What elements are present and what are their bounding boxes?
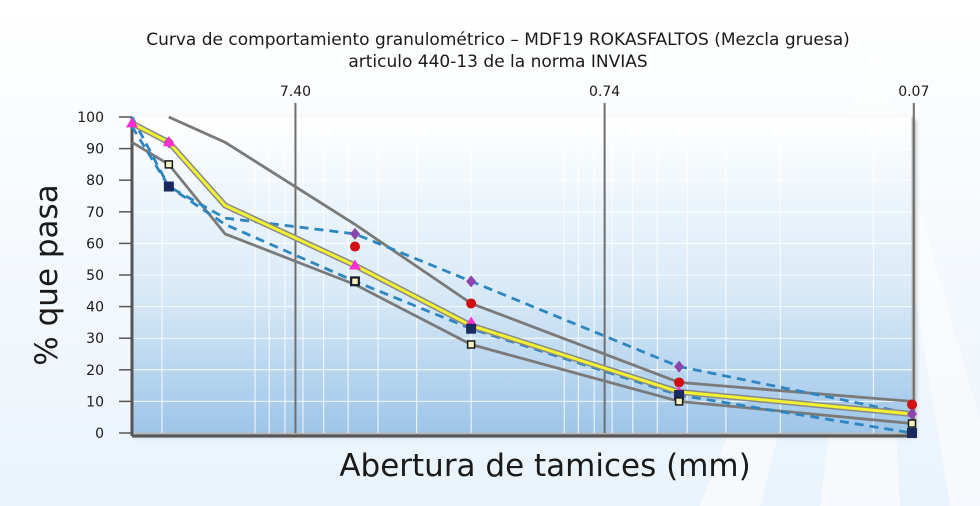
y-tick-label: 80: [86, 173, 104, 189]
marker-hollow-square: [907, 419, 917, 428]
y-tick-label: 60: [86, 236, 104, 252]
marker-diamond: [466, 275, 477, 288]
y-tick-label: 40: [86, 300, 104, 316]
x-tick-label: 7.40: [280, 84, 311, 100]
marker-hollow-square: [466, 340, 476, 349]
marker-hollow-square: [674, 397, 684, 406]
series-line-1: [168, 115, 913, 403]
marker-circle: [349, 241, 360, 252]
marker-diamond: [674, 360, 685, 373]
y-axis-ticks: 0 10 20 30 40 50 60 70 80 90 100: [77, 110, 132, 442]
grid: [132, 103, 915, 433]
marker-triangle: [162, 136, 175, 147]
x-axis-label: Abertura de tamices (mm): [339, 448, 750, 484]
marker-square: [466, 323, 477, 334]
marker-hollow-square: [164, 160, 174, 169]
y-axis-label: % que pasa: [29, 184, 65, 365]
marker-square: [674, 390, 685, 401]
marker-circle: [466, 298, 477, 309]
y-tick-label: 30: [86, 331, 104, 347]
marker-circle: [674, 377, 685, 388]
y-tick-label: 100: [77, 110, 104, 126]
y-tick-label: 0: [95, 426, 104, 442]
chart-subtitle: articulo 440-13 de la norma INVIAS: [348, 52, 647, 72]
x-axis-ticks: 7.40 0.74 0.07: [280, 84, 930, 100]
x-tick-label: 0.07: [898, 84, 929, 100]
markers: [126, 117, 917, 438]
y-tick-label: 20: [86, 363, 104, 379]
marker-square: [907, 428, 917, 438]
y-tick-label: 10: [86, 394, 104, 410]
chart-title: Curva de comportamiento granulométrico –…: [146, 30, 850, 50]
y-tick-label: 50: [86, 268, 104, 284]
marker-hollow-square: [350, 277, 360, 286]
marker-diamond: [907, 408, 917, 421]
marker-triangle: [348, 259, 361, 270]
y-tick-label: 90: [86, 142, 104, 158]
marker-circle: [907, 399, 917, 410]
x-tick-label: 0.74: [589, 84, 620, 100]
marker-triangle: [126, 117, 138, 128]
marker-diamond: [349, 227, 360, 240]
y-tick-label: 70: [86, 205, 104, 221]
marker-square: [163, 181, 174, 192]
